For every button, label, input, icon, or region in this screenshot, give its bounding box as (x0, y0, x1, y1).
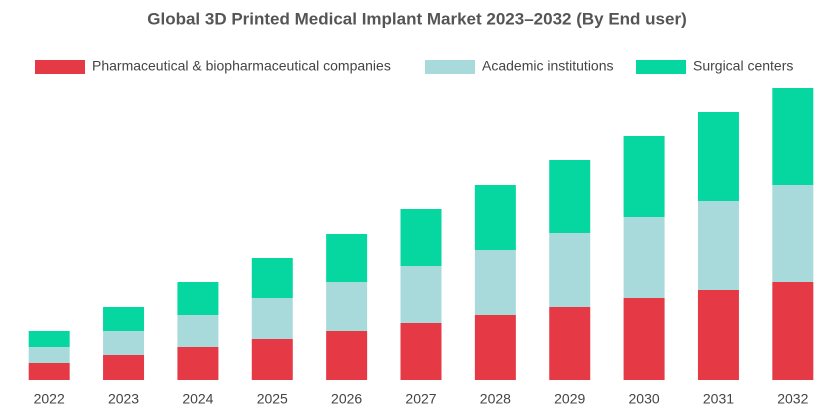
bar-segment (772, 185, 814, 282)
bar-segment (697, 112, 739, 201)
bar-segment (103, 307, 145, 331)
bar-segment (400, 209, 442, 266)
bar-segment (549, 160, 591, 233)
bar-segment (400, 266, 442, 323)
bar-segment (623, 136, 665, 217)
bar-segment (474, 250, 516, 315)
bar-segment (28, 347, 70, 363)
x-tick-label: 2028 (480, 391, 511, 407)
bar-segment (326, 331, 368, 380)
x-tick-label: 2032 (777, 391, 808, 407)
x-tick-label: 2024 (182, 391, 213, 407)
bar-segment (549, 307, 591, 380)
x-tick-label: 2030 (629, 391, 660, 407)
bar-segment (400, 323, 442, 380)
x-tick-label: 2022 (34, 391, 65, 407)
legend-swatch (425, 60, 475, 74)
bar-segment (326, 282, 368, 331)
legend-label: Pharmaceutical & biopharmaceutical compa… (92, 58, 391, 74)
bar-segment (251, 339, 293, 380)
x-tick-label: 2025 (257, 391, 288, 407)
bar-segment (623, 298, 665, 380)
legend-swatch (636, 60, 686, 74)
bar-segment (177, 347, 219, 380)
x-tick-label: 2027 (405, 391, 436, 407)
chart-title: Global 3D Printed Medical Implant Market… (147, 9, 686, 28)
bar-segment (103, 331, 145, 355)
bar-segment (28, 363, 70, 380)
bar-segment (772, 88, 814, 185)
bar-segment (697, 201, 739, 290)
legend-label: Surgical centers (693, 58, 793, 74)
bar-segment (474, 315, 516, 380)
x-tick-label: 2031 (703, 391, 734, 407)
legend-swatch (35, 60, 85, 74)
x-tick-label: 2023 (108, 391, 139, 407)
bar-segment (251, 298, 293, 339)
bar-segment (177, 315, 219, 347)
x-tick-label: 2026 (331, 391, 362, 407)
x-tick-label: 2029 (554, 391, 585, 407)
bar-segment (177, 282, 219, 315)
bar-segment (623, 217, 665, 298)
legend-label: Academic institutions (482, 58, 614, 74)
bar-segment (474, 185, 516, 250)
bar-segment (28, 331, 70, 347)
bar-segment (549, 233, 591, 307)
bar-segment (697, 290, 739, 380)
bar-segment (251, 258, 293, 298)
bar-segment (103, 355, 145, 380)
bar-segment (772, 282, 814, 380)
bar-segment (326, 234, 368, 282)
